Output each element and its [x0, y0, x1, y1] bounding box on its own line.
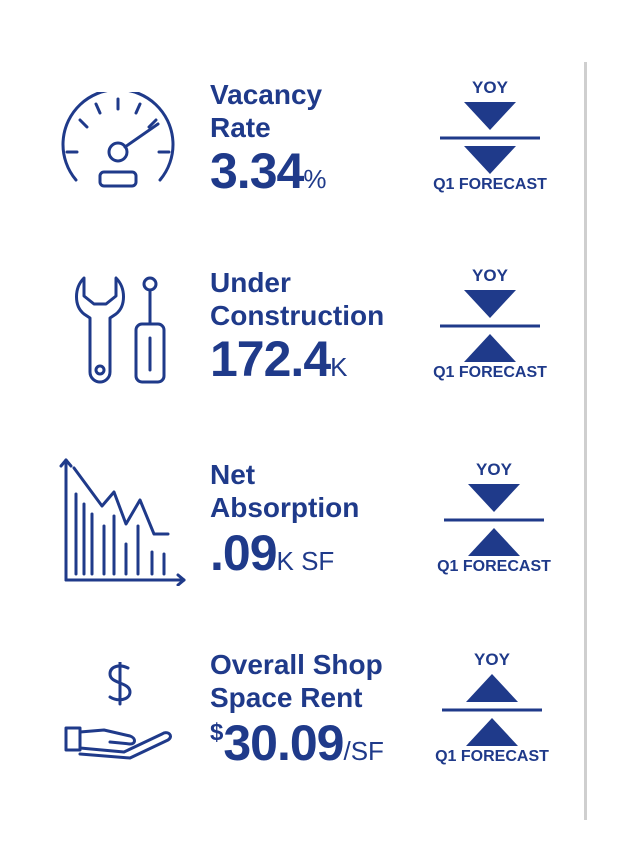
- metric-label-line1: Net: [210, 459, 256, 490]
- metric-label-line2: Rate: [210, 112, 271, 143]
- yoy-label: YOY: [474, 650, 510, 669]
- yoy-down-arrow-icon: [468, 484, 520, 512]
- metric-unit: K: [330, 352, 348, 382]
- metric-label-line1: Overall Shop: [210, 649, 383, 680]
- yoy-label: YOY: [472, 78, 508, 97]
- metric-value: $30.09/SF: [210, 714, 384, 772]
- metric-label: Vacancy Rate: [210, 78, 322, 144]
- metric-label: Under Construction: [210, 266, 384, 332]
- forecast-label: Q1 FORECAST: [433, 364, 547, 381]
- speedometer-icon: [58, 92, 178, 202]
- metric-number: 30.09: [223, 715, 344, 771]
- hand-dollar-icon: [64, 662, 180, 762]
- forecast-up-arrow-icon: [468, 528, 520, 556]
- yoy-label: YOY: [472, 266, 508, 285]
- metric-value: .09K SF: [210, 524, 334, 582]
- metric-label: Overall Shop Space Rent: [210, 648, 383, 714]
- forecast-up-arrow-icon: [464, 334, 516, 362]
- metric-label-line2: Space Rent: [210, 682, 363, 713]
- forecast-up-arrow-icon: [466, 718, 518, 746]
- vertical-divider: [584, 62, 587, 820]
- metric-net-absorption: Net Absorption .09K SF YOY Q1 FORECAST: [0, 452, 580, 602]
- yoy-up-arrow-icon: [466, 674, 518, 702]
- metric-label: Net Absorption: [210, 458, 359, 524]
- metric-number: .09: [210, 525, 278, 581]
- trend-indicator: YOY Q1 FORECAST: [420, 266, 560, 396]
- metric-unit: /SF: [343, 736, 384, 766]
- metric-vacancy-rate: Vacancy Rate 3.34% YOY Q1 FORECAST: [0, 70, 580, 220]
- metric-number: 172.4: [210, 331, 331, 387]
- metric-label-line2: Absorption: [210, 492, 360, 523]
- currency-symbol: $: [210, 719, 224, 746]
- metric-value: 3.34%: [210, 142, 326, 200]
- forecast-label: Q1 FORECAST: [433, 176, 547, 193]
- forecast-down-arrow-icon: [464, 146, 516, 174]
- trend-indicator: YOY Q1 FORECAST: [420, 78, 560, 208]
- metric-label-line2: Construction: [210, 300, 385, 331]
- yoy-down-arrow-icon: [464, 290, 516, 318]
- declining-bar-chart-icon: [58, 454, 190, 586]
- metric-number: 3.34: [210, 143, 304, 199]
- metric-label-line1: Under: [210, 267, 291, 298]
- wrench-screwdriver-icon: [72, 274, 172, 389]
- metric-unit: %: [303, 164, 327, 194]
- metric-shop-space-rent: Overall Shop Space Rent $30.09/SF YOY Q1…: [0, 644, 580, 794]
- trend-indicator: YOY Q1 FORECAST: [424, 460, 564, 590]
- trend-indicator: YOY Q1 FORECAST: [422, 650, 562, 780]
- yoy-down-arrow-icon: [464, 102, 516, 130]
- yoy-label: YOY: [476, 460, 512, 479]
- metric-unit: K SF: [276, 546, 335, 576]
- forecast-label: Q1 FORECAST: [437, 558, 551, 575]
- metric-under-construction: Under Construction 172.4K YOY Q1 FORECAS…: [0, 262, 580, 412]
- metric-label-line1: Vacancy: [210, 79, 323, 110]
- forecast-label: Q1 FORECAST: [435, 748, 549, 765]
- metric-value: 172.4K: [210, 330, 347, 388]
